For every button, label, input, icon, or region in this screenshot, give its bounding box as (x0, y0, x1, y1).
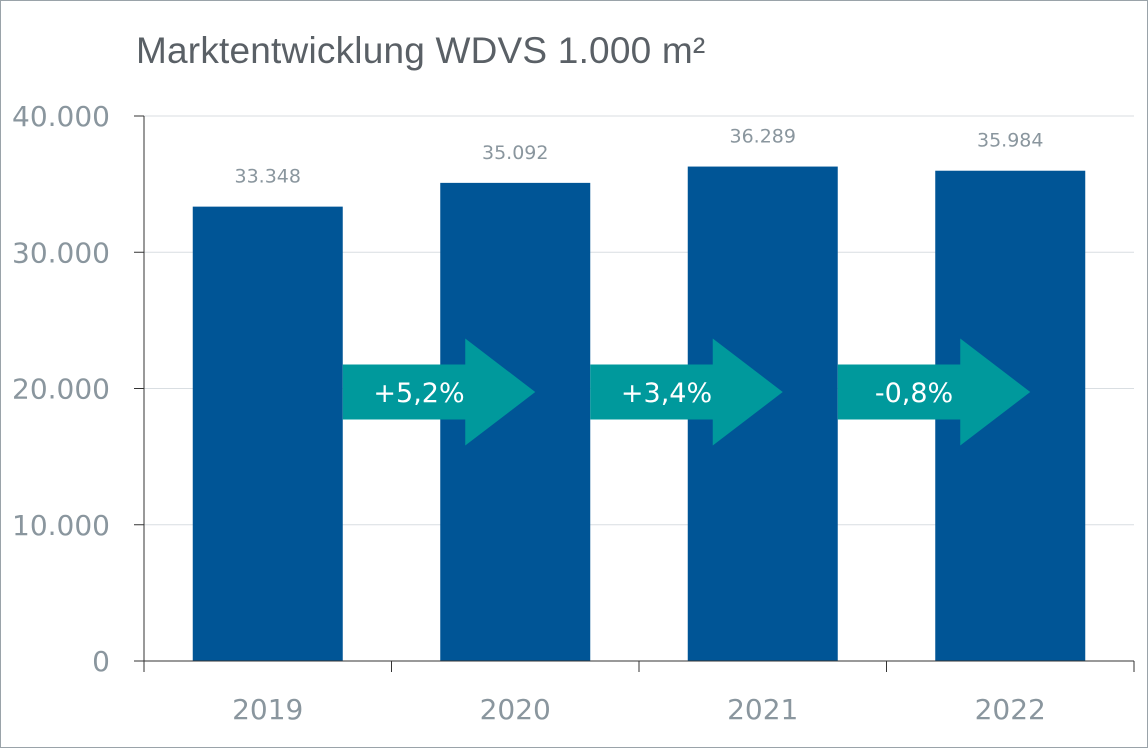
change-arrow (590, 338, 783, 446)
bar (192, 206, 343, 662)
data-label: 35.092 (482, 142, 548, 164)
y-tick-label: 0 (92, 645, 110, 678)
bar (440, 182, 591, 661)
y-tick-label: 10.000 (12, 509, 110, 542)
data-label: 36.289 (730, 126, 796, 148)
y-tick-label: 20.000 (12, 373, 110, 406)
x-tick-label: 2022 (975, 693, 1046, 726)
data-label: 35.984 (977, 130, 1043, 152)
change-arrow (837, 338, 1031, 446)
change-label: +5,2% (373, 378, 464, 409)
data-label: 33.348 (235, 166, 301, 188)
y-tick-label: 30.000 (12, 236, 110, 269)
change-label: +3,4% (621, 378, 712, 409)
change-label: -0,8% (875, 378, 953, 409)
y-tick-label: 40.000 (12, 100, 110, 133)
x-tick-label: 2019 (232, 693, 303, 726)
chart-title: Marktentwicklung WDVS 1.000 m² (136, 30, 706, 71)
x-tick-label: 2020 (480, 693, 551, 726)
x-tick-label: 2021 (727, 693, 798, 726)
change-arrow (342, 338, 536, 446)
